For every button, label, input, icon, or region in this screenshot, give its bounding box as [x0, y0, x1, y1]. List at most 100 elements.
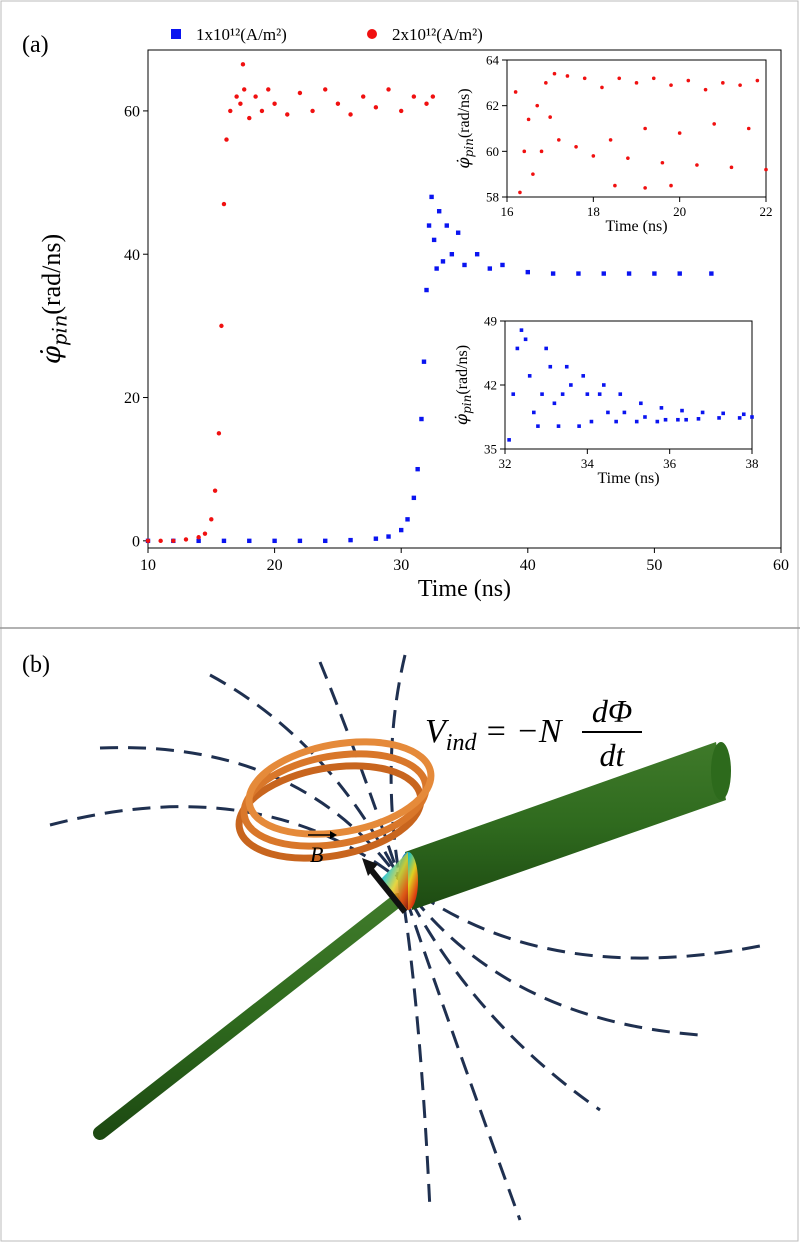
point: [618, 392, 623, 396]
point: [669, 83, 673, 87]
point: [323, 538, 328, 544]
point: [234, 94, 239, 99]
point: [487, 266, 493, 271]
y-tick-label: 49: [484, 314, 497, 329]
x-tick-label: 30: [393, 557, 409, 574]
point: [424, 101, 429, 106]
point: [507, 438, 511, 442]
point: [511, 392, 516, 396]
legend-label: 2x10¹²(A/m²): [392, 25, 483, 44]
point: [626, 271, 632, 276]
point: [737, 416, 742, 420]
point: [717, 416, 721, 420]
point: [523, 337, 528, 342]
point: [600, 85, 604, 90]
y-tick-label: 58: [486, 190, 499, 205]
point: [576, 271, 581, 276]
point: [755, 78, 760, 83]
equation-numerator: dΦ: [592, 693, 632, 729]
point: [348, 537, 353, 543]
point: [500, 262, 505, 268]
point: [247, 538, 252, 544]
point: [238, 101, 243, 106]
thick-rod: [405, 742, 726, 910]
point: [677, 131, 682, 135]
y-tick-label: 60: [124, 104, 140, 121]
point: [522, 149, 527, 154]
point: [589, 419, 594, 424]
x-tick-label: 20: [267, 557, 283, 574]
y-tick-label: 62: [486, 98, 499, 113]
point: [515, 346, 520, 351]
thin-rod: [93, 893, 405, 1140]
point: [741, 412, 746, 417]
x-tick-label: 22: [760, 204, 773, 219]
plot-area: [504, 320, 753, 450]
point: [429, 194, 434, 200]
point: [548, 364, 553, 369]
panel-label: (a): [22, 32, 49, 58]
point: [709, 271, 714, 276]
point: [738, 83, 742, 87]
point: [608, 138, 613, 142]
coil-turn: [240, 750, 430, 850]
point: [411, 495, 417, 501]
y-tick-label: 20: [124, 390, 140, 407]
point: [386, 534, 391, 539]
point: [613, 183, 617, 188]
point: [536, 424, 540, 428]
legend-label: 1x10¹²(A/m²): [196, 25, 287, 44]
x-tick-label: 50: [646, 557, 662, 574]
vector-label: B: [310, 842, 323, 867]
x-tick-label: 34: [581, 456, 595, 471]
point: [548, 115, 552, 119]
point: [272, 538, 277, 544]
rod-end: [711, 742, 731, 800]
point: [582, 76, 587, 81]
point: [259, 108, 265, 114]
point: [424, 287, 429, 293]
point: [591, 154, 596, 158]
x-axis-label: Time (ns): [597, 470, 659, 487]
point: [449, 252, 455, 257]
equation: Vind = −N: [425, 713, 564, 756]
point: [426, 223, 432, 228]
point: [386, 87, 391, 92]
diagram: B Vind = −N dΦ dt: [49, 654, 766, 1221]
point: [634, 419, 639, 424]
point: [552, 401, 557, 406]
point: [663, 417, 668, 422]
point: [440, 259, 446, 264]
point: [721, 81, 725, 85]
point: [430, 94, 436, 99]
point: [729, 165, 734, 170]
y-label-unit: (rad/ns): [37, 234, 66, 315]
point: [526, 117, 531, 122]
point: [242, 87, 247, 92]
x-tick-label: 10: [140, 557, 156, 574]
point: [527, 374, 532, 378]
point: [614, 419, 618, 424]
point: [158, 538, 163, 544]
x-tick-label: 38: [746, 456, 759, 471]
x-tick-label: 36: [663, 456, 677, 471]
point: [560, 392, 565, 396]
chart: 32 34 36 38 35 42 49 Time (ns) φ̇pin(rad/ns): [452, 314, 759, 487]
point: [434, 266, 439, 271]
point: [581, 374, 586, 378]
point: [436, 209, 442, 214]
vector-arrow-head: [330, 831, 337, 839]
y-axis-label: φ̇pin(rad/ns): [454, 88, 476, 168]
y-tick-label: 60: [486, 144, 499, 159]
point: [643, 415, 647, 419]
point: [212, 488, 218, 493]
point: [564, 364, 569, 369]
point: [272, 101, 277, 106]
point: [323, 87, 328, 92]
y-tick-label: 35: [484, 442, 497, 457]
point: [712, 122, 716, 126]
point: [601, 271, 606, 276]
point: [373, 105, 379, 110]
point: [415, 466, 420, 472]
